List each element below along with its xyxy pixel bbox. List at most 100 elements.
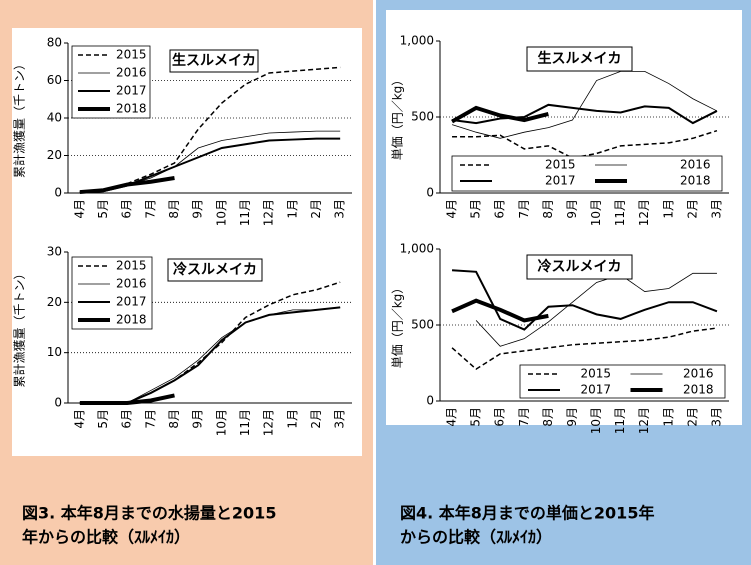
legend-label: 2018	[116, 313, 147, 327]
x-tick-label: 5月	[469, 199, 483, 219]
legend-label: 2015	[116, 48, 147, 62]
x-tick-label: 5月	[96, 199, 110, 219]
x-tick-label: 12月	[262, 409, 276, 436]
x-tick-label: 1月	[661, 199, 675, 219]
x-tick-label: 11月	[613, 407, 627, 434]
y-tick-label: 20	[47, 148, 62, 162]
x-tick-label: 2月	[309, 199, 323, 219]
y-tick-label: 80	[47, 36, 62, 50]
legend-label: 2017	[116, 84, 147, 98]
left-chart-area	[12, 28, 362, 456]
x-tick-label: 9月	[565, 199, 579, 219]
x-tick-label: 3月	[709, 199, 723, 219]
x-tick-label: 6月	[120, 409, 134, 429]
x-tick-label: 11月	[238, 409, 252, 436]
x-tick-label: 8月	[167, 409, 181, 429]
y-tick-label: 60	[47, 73, 62, 87]
series-line	[79, 393, 175, 405]
x-tick-label: 8月	[541, 199, 555, 219]
series-line	[451, 298, 549, 323]
title-box	[526, 254, 633, 280]
y-tick-label: 1,000	[400, 242, 434, 256]
legend-label: 2015	[581, 367, 612, 381]
series-line	[451, 71, 718, 139]
x-tick-label: 12月	[262, 199, 276, 226]
x-tick-label: 4月	[445, 407, 459, 427]
y-tick-label: 30	[47, 245, 62, 259]
x-tick-label: 7月	[517, 407, 531, 427]
x-tick-label: 4月	[445, 199, 459, 219]
title-box	[169, 49, 259, 73]
x-tick-label: 8月	[167, 199, 181, 219]
legend-label: 2015	[116, 259, 147, 273]
x-tick-label: 10月	[214, 199, 228, 226]
y-tick-label: 500	[411, 318, 434, 332]
series-line	[451, 269, 718, 331]
x-tick-label: 1月	[661, 407, 675, 427]
x-tick-label: 1月	[285, 199, 299, 219]
legend-label: 2017	[116, 295, 147, 309]
caption: からの比較（ｽﾙﾒｲｶ）	[400, 528, 552, 547]
legend-label: 2016	[116, 277, 147, 291]
x-tick-label: 9月	[191, 409, 205, 429]
x-tick-label: 8月	[541, 407, 555, 427]
x-tick-label: 6月	[493, 407, 507, 427]
chart-title: 生スルメイカ	[538, 50, 622, 67]
x-tick-label: 6月	[493, 199, 507, 219]
legend-label: 2015	[545, 158, 576, 172]
legend-label: 2017	[545, 174, 576, 188]
series-line	[475, 272, 717, 347]
caption: 図4. 本年8月までの単価と2015年	[400, 504, 654, 523]
legend-label: 2018	[683, 383, 714, 397]
x-tick-label: 5月	[469, 407, 483, 427]
caption: 図3. 本年8月までの水揚量と2015	[22, 504, 276, 523]
y-tick-label: 0	[426, 394, 434, 408]
x-tick-label: 10月	[589, 199, 603, 226]
x-tick-label: 1月	[285, 409, 299, 429]
x-tick-label: 6月	[120, 199, 134, 219]
title-box	[526, 46, 633, 72]
series-line	[79, 176, 175, 195]
x-tick-label: 12月	[637, 407, 651, 434]
x-tick-label: 11月	[613, 199, 627, 226]
x-tick-label: 7月	[143, 199, 157, 219]
y-tick-label: 0	[54, 186, 62, 200]
legend-label: 2018	[680, 174, 711, 188]
x-tick-label: 2月	[685, 407, 699, 427]
x-tick-label: 4月	[72, 409, 86, 429]
x-tick-label: 9月	[191, 199, 205, 219]
y-tick-label: 500	[411, 110, 434, 124]
legend-box	[451, 155, 723, 192]
series-line	[451, 103, 718, 125]
chart-title: 冷スルメイカ	[538, 258, 622, 275]
y-tick-label: 10	[47, 345, 62, 359]
chart-title: 生スルメイカ	[172, 52, 256, 69]
right-chart-area	[386, 10, 742, 425]
x-tick-label: 3月	[333, 409, 347, 429]
legend-label: 2018	[116, 102, 147, 116]
x-tick-label: 5月	[96, 409, 110, 429]
x-tick-label: 2月	[685, 199, 699, 219]
y-axis-label: 累計漁獲量（千トン）	[12, 267, 27, 387]
x-tick-label: 3月	[333, 199, 347, 219]
y-axis-label: 累計漁獲量（千トン）	[12, 58, 27, 178]
y-tick-label: 20	[47, 295, 62, 309]
x-tick-label: 11月	[238, 199, 252, 226]
legend-box	[71, 256, 153, 330]
series-line	[451, 327, 718, 371]
y-tick-label: 40	[47, 111, 62, 125]
x-tick-label: 10月	[214, 409, 228, 436]
legend-label: 2017	[581, 383, 612, 397]
chart-title: 冷スルメイカ	[173, 261, 257, 278]
legend-box	[71, 45, 151, 119]
series-line	[451, 105, 549, 124]
legend-label: 2016	[680, 158, 711, 172]
caption: 年からの比較（ｽﾙﾒｲｶ）	[22, 528, 190, 547]
title-box	[167, 258, 263, 282]
x-tick-label: 7月	[517, 199, 531, 219]
x-tick-label: 9月	[565, 407, 579, 427]
x-tick-label: 10月	[589, 407, 603, 434]
legend-box	[519, 364, 726, 399]
legend-label: 2016	[683, 367, 714, 381]
